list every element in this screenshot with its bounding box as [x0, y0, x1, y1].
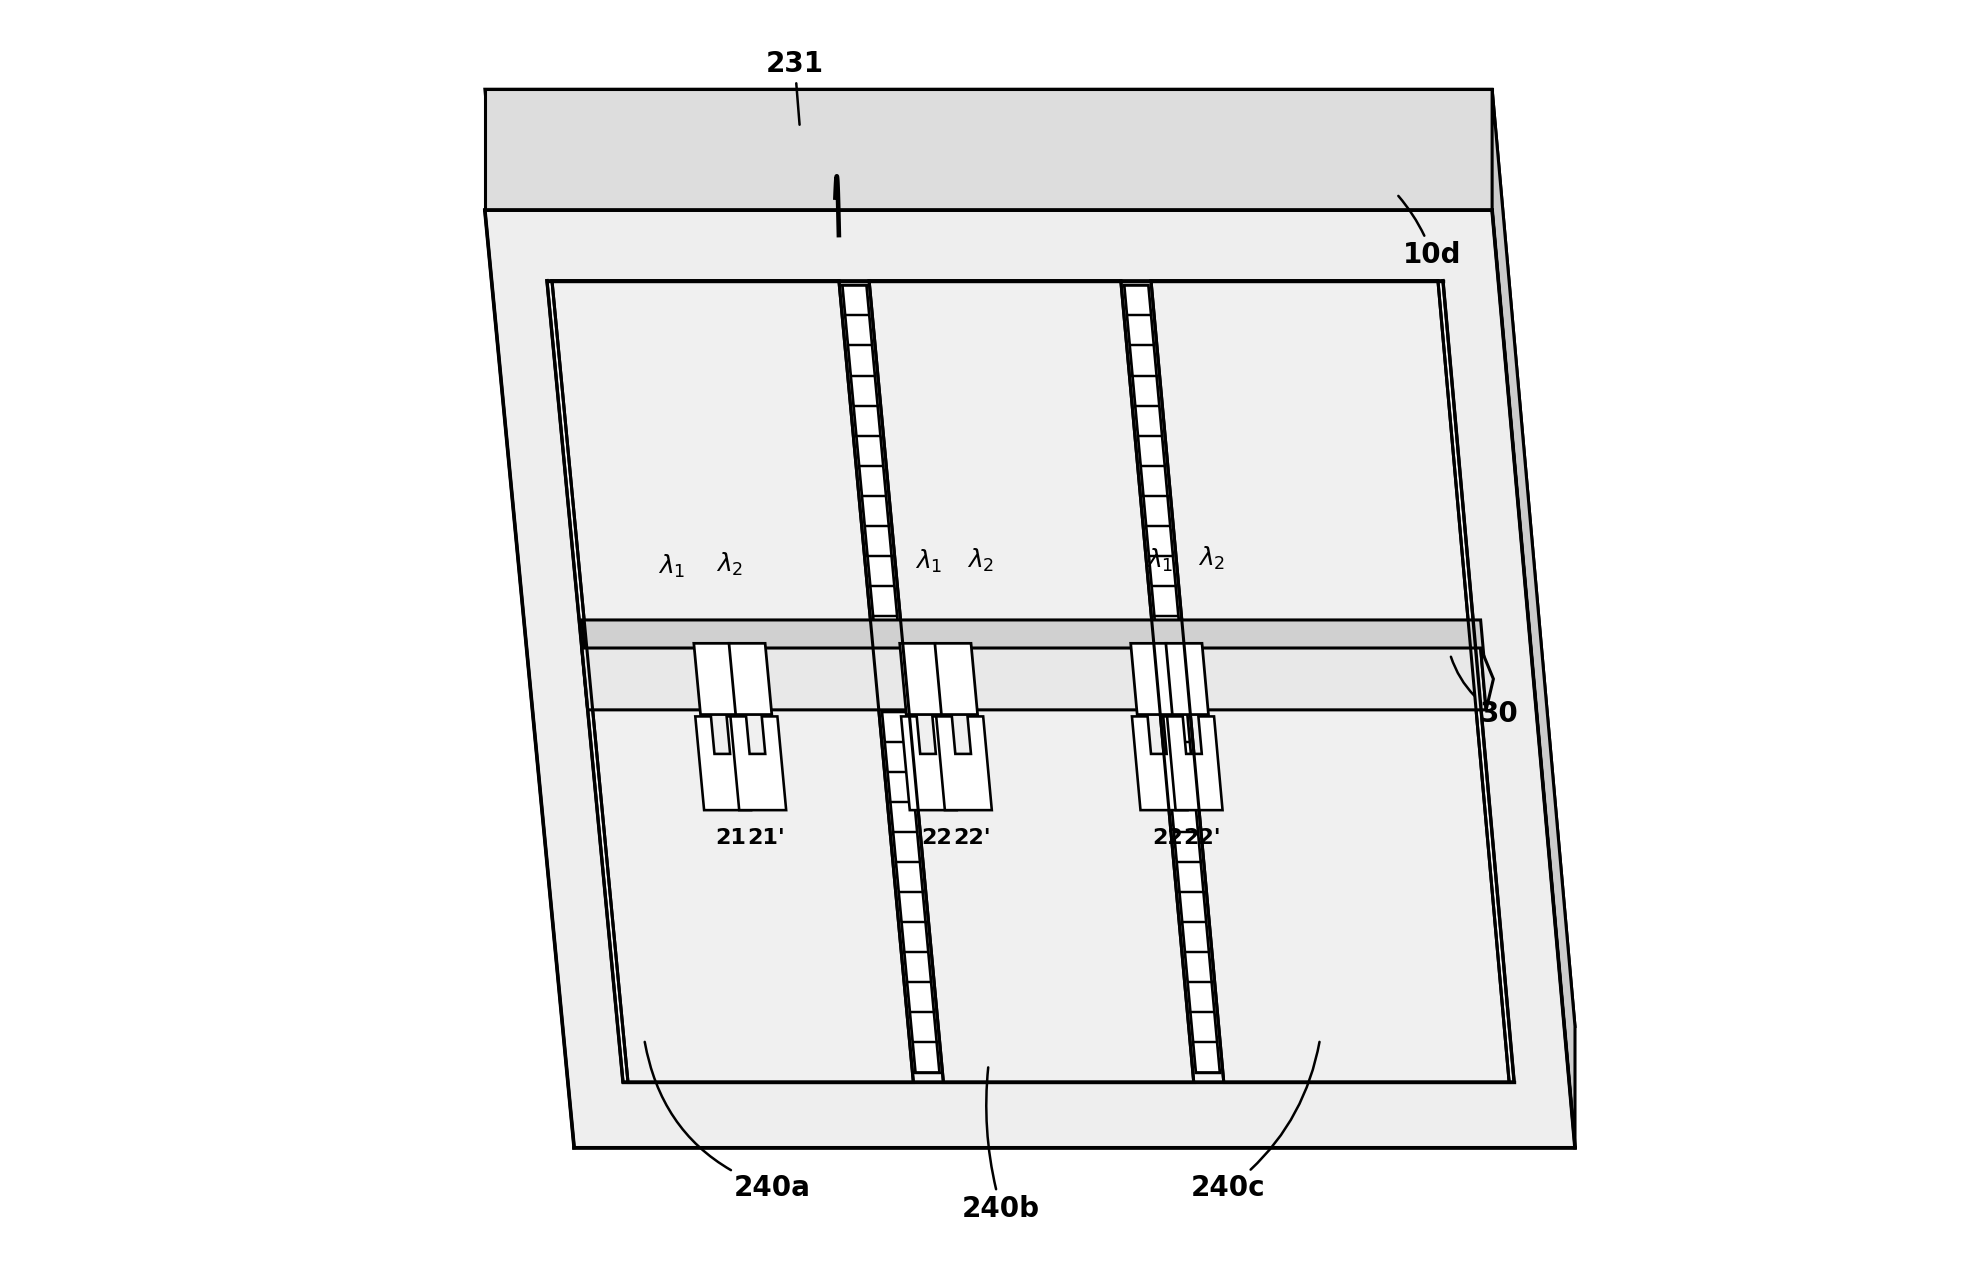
Polygon shape	[484, 210, 1576, 1148]
Text: $\lambda_{1}$: $\lambda_{1}$	[915, 548, 941, 575]
Text: $\lambda_{1}$: $\lambda_{1}$	[1145, 546, 1172, 574]
Polygon shape	[937, 717, 992, 810]
Text: 30: 30	[1451, 657, 1518, 728]
Polygon shape	[484, 89, 1493, 210]
Polygon shape	[870, 280, 1194, 1082]
Text: 10d: 10d	[1398, 196, 1461, 269]
Polygon shape	[1166, 644, 1208, 714]
Polygon shape	[935, 644, 977, 714]
Polygon shape	[694, 644, 737, 714]
Polygon shape	[1162, 711, 1220, 1072]
Polygon shape	[1493, 89, 1576, 1148]
Polygon shape	[581, 620, 1487, 682]
Text: $\lambda_{2}$: $\lambda_{2}$	[967, 546, 994, 574]
Text: $\lambda_{2}$: $\lambda_{2}$	[716, 551, 743, 578]
Polygon shape	[1151, 280, 1508, 1082]
Text: 240b: 240b	[963, 1067, 1040, 1223]
Text: 22': 22'	[1184, 827, 1222, 848]
Text: 22: 22	[1153, 827, 1182, 848]
Text: 22': 22'	[953, 827, 990, 848]
Polygon shape	[1125, 286, 1180, 646]
Polygon shape	[1481, 648, 1493, 710]
Polygon shape	[552, 280, 913, 1082]
Polygon shape	[882, 711, 939, 1072]
Text: 231: 231	[765, 50, 824, 125]
Polygon shape	[842, 286, 900, 646]
Polygon shape	[902, 717, 957, 810]
Polygon shape	[581, 648, 1487, 710]
Polygon shape	[1133, 717, 1188, 810]
Polygon shape	[484, 89, 1576, 1026]
Text: 21': 21'	[747, 827, 785, 848]
Polygon shape	[696, 717, 751, 810]
Polygon shape	[730, 717, 787, 810]
Polygon shape	[1166, 717, 1222, 810]
Text: 22: 22	[921, 827, 953, 848]
Text: 240c: 240c	[1190, 1042, 1319, 1202]
Text: $\lambda_{2}$: $\lambda_{2}$	[1198, 544, 1226, 571]
Text: 21: 21	[716, 827, 747, 848]
Text: $\lambda_{1}$: $\lambda_{1}$	[658, 553, 686, 580]
Text: 240a: 240a	[645, 1042, 811, 1202]
Polygon shape	[548, 280, 1514, 1082]
Polygon shape	[900, 644, 943, 714]
Polygon shape	[1131, 644, 1172, 714]
Polygon shape	[730, 644, 771, 714]
